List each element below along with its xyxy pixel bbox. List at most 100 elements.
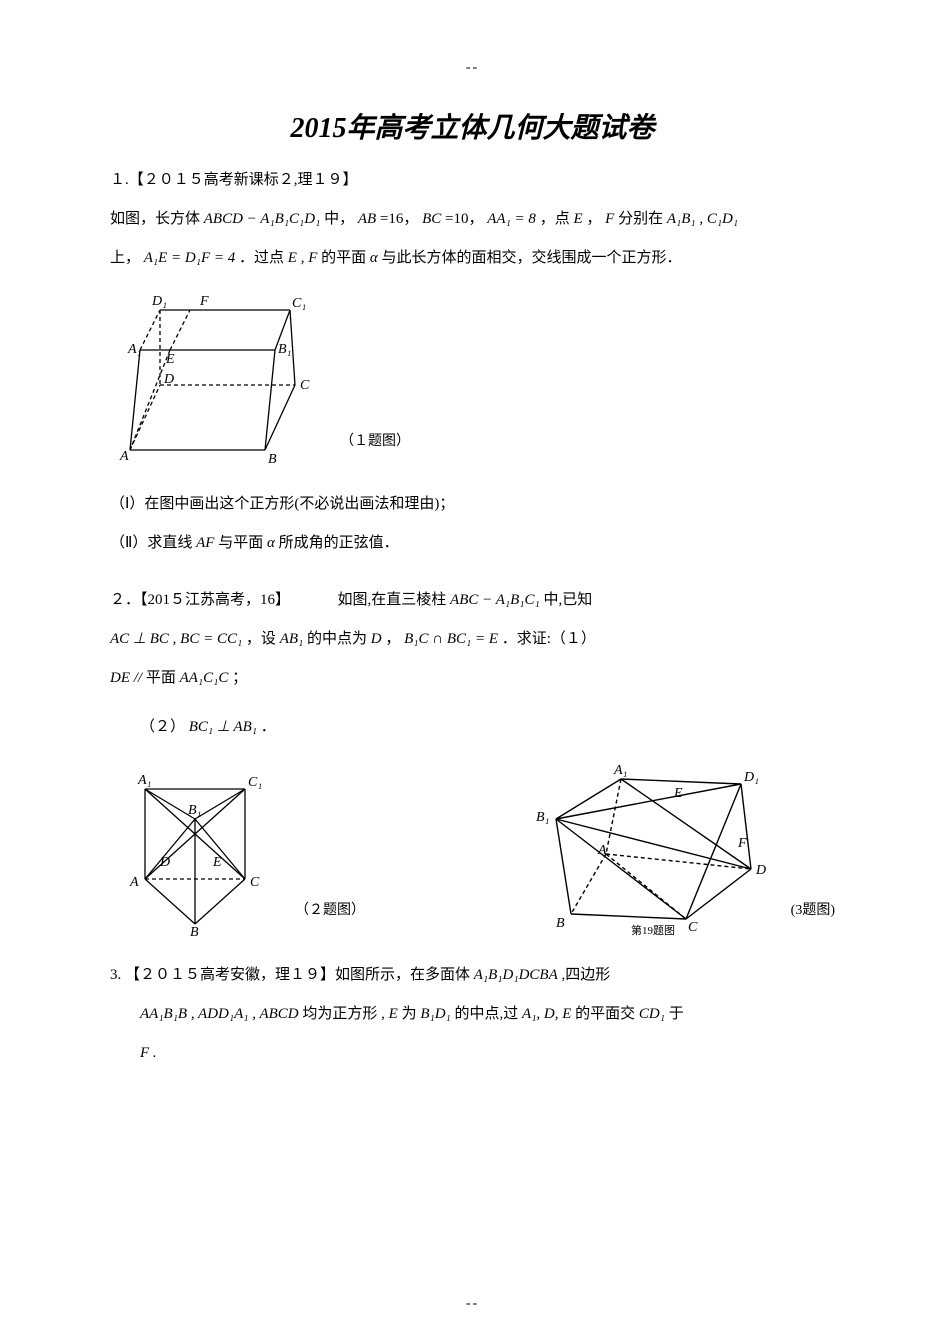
q2-tag-b: 如图,在直三棱柱 [338, 592, 451, 608]
svg-text:E: E [212, 855, 222, 870]
svg-text:B: B [190, 925, 199, 939]
q1-line1-c: =16， [380, 211, 418, 227]
math-d: D [371, 631, 382, 647]
q1-line1-a: 如图，长方体 [110, 211, 204, 227]
svg-text:C: C [688, 920, 698, 935]
math-a1b1c1d1: A₁B₁ , C₁D₁ [667, 211, 738, 227]
math-b1d1: B₁D₁ [420, 1006, 450, 1022]
math-alpha2: α [267, 535, 275, 551]
svg-text:E: E [165, 352, 175, 367]
svg-text:A₁: A₁ [137, 773, 151, 788]
page-title: 2015年高考立体几何大题试卷 [110, 106, 835, 146]
svg-text:C: C [300, 378, 310, 393]
svg-text:C₁: C₁ [292, 296, 306, 311]
q1-line2-a: 上， [110, 250, 140, 266]
math-bc1ab1: BC₁ ⊥ AB₁ [189, 719, 257, 735]
q1-line2-d: 与此长方体的面相交，交线围成一个正方形． [382, 250, 682, 266]
math-af: AF [196, 535, 214, 551]
q1-part2-c: 所成角的正弦值． [279, 535, 399, 551]
svg-text:C: C [250, 875, 260, 890]
svg-text:B: B [268, 452, 277, 467]
math-poly: A₁B₁D₁DCBA [474, 967, 558, 983]
svg-text:F: F [199, 294, 209, 309]
math-aa1c1c: AA₁C₁C [180, 670, 229, 686]
q3-line3-text: F . [140, 1045, 157, 1061]
q3-line2-c: 的中点,过 [455, 1006, 523, 1022]
math-ef: E , F [288, 250, 318, 266]
q2-line2-b: 的中点为 [307, 631, 371, 647]
svg-text:第19题图: 第19题图 [631, 923, 675, 937]
math-f: F [605, 211, 614, 227]
header-dashes: -- [110, 60, 835, 76]
q3-line2-e: 于 [669, 1006, 684, 1022]
svg-text:B₁: B₁ [188, 803, 201, 818]
q2-part2-a: （２） [140, 719, 185, 735]
svg-text:D: D [163, 372, 174, 387]
math-abcd: ABCD − A₁B₁C₁D₁ [204, 211, 321, 227]
math-e2: E [389, 1006, 398, 1022]
svg-text:D₁: D₁ [151, 294, 167, 309]
q2-line2: AC ⊥ BC , BC = CC₁ ，设 AB₁ 的中点为 D ， B₁C ∩… [110, 623, 835, 656]
q1-line1: 如图，长方体 ABCD − A₁B₁C₁D₁ 中， AB =16， BC =10… [110, 203, 835, 236]
math-depar: DE // [110, 670, 142, 686]
math-a1e: A₁E = D₁F = 4 [144, 250, 236, 266]
q1-part2: （Ⅱ）求直线 AF 与平面 α 所成角的正弦值． [110, 527, 835, 560]
q1-line1-f: 分别在 [618, 211, 667, 227]
q3-tag-b: ,四边形 [561, 967, 610, 983]
q2-line3-b: ； [232, 670, 247, 686]
svg-text:B: B [556, 916, 565, 931]
svg-text:D₁: D₁ [743, 770, 759, 785]
q2-line3: DE // 平面 AA₁C₁C ； [110, 662, 835, 695]
q1-part2-a: （Ⅱ）求直线 [110, 535, 196, 551]
svg-text:E: E [673, 786, 683, 801]
figure2-label: （２题图） [295, 899, 365, 939]
q1-line2-b: ．过点 [239, 250, 288, 266]
q3-tag: 3. 【２０１５高考安徽，理１９】如图所示，在多面体 A₁B₁D₁DCBA ,四… [110, 959, 835, 992]
figure3-block: A₁ D₁ E B₁ F A D B C 第19题图 (3题图) [526, 759, 835, 939]
svg-text:D: D [755, 863, 766, 878]
figure2-block: A₁ C₁ B₁ D E A C B （２题图） [110, 764, 365, 939]
svg-text:A: A [597, 843, 607, 858]
math-aa1: AA₁ = 8 [487, 211, 536, 227]
q1-tag: １.【２０１５高考新课标２,理１９】 [110, 164, 835, 197]
math-alpha: α [370, 250, 378, 266]
figure1-svg: D₁ F C₁ A₁ E B₁ D C A B [110, 285, 325, 470]
math-a1de: A₁, D, E [522, 1006, 571, 1022]
math-ab1: AB₁ [280, 631, 304, 647]
figure1-row: D₁ F C₁ A₁ E B₁ D C A B （１题图） [110, 285, 835, 470]
q1-line1-e: ，点 [540, 211, 574, 227]
math-b1c: B₁C ∩ BC₁ = E [404, 631, 498, 647]
figure1-label: （１题图） [340, 430, 410, 470]
q3-tag-a: 3. 【２０１５高考安徽，理１９】如图所示，在多面体 [110, 967, 474, 983]
svg-text:A₁: A₁ [613, 763, 627, 778]
svg-text:F: F [737, 836, 747, 851]
math-cd1: CD₁ [639, 1006, 665, 1022]
footer-dashes: -- [0, 1296, 945, 1312]
q1-line1-b: 中， [324, 211, 354, 227]
q2-tag-a: ２．【201５江苏高考，16】 [110, 592, 290, 608]
math-acbc: AC ⊥ BC , BC = CC₁ [110, 631, 242, 647]
math-abc: ABC − A₁B₁C₁ [450, 592, 540, 608]
math-e: E [573, 211, 582, 227]
svg-text:A: A [119, 449, 129, 464]
svg-text:B₁: B₁ [536, 810, 549, 825]
page: -- 2015年高考立体几何大题试卷 １.【２０１５高考新课标２,理１９】 如图… [0, 0, 945, 1337]
q1-line2: 上， A₁E = D₁F = 4 ．过点 E , F 的平面 α 与此长方体的面… [110, 242, 835, 275]
q2-tag: ２．【201５江苏高考，16】 如图,在直三棱柱 ABC − A₁B₁C₁ 中,… [110, 584, 835, 617]
q2-line2-a: ，设 [246, 631, 280, 647]
q2-tag-c: 中,已知 [543, 592, 592, 608]
figure3-label: (3题图) [791, 899, 835, 939]
svg-text:A: A [129, 875, 139, 890]
svg-text:D: D [159, 855, 170, 870]
q3-line2-d: 的平面交 [575, 1006, 639, 1022]
q1-line2-c: 的平面 [321, 250, 370, 266]
figures-2-3-row: A₁ C₁ B₁ D E A C B （２题图） [110, 759, 835, 939]
math-squares: AA₁B₁B , ADD₁A₁ , ABCD [140, 1006, 299, 1022]
q3-line2-b: 为 [402, 1006, 421, 1022]
q2-line2-c: ．求证:（１） [502, 631, 596, 647]
svg-text:C₁: C₁ [248, 775, 262, 790]
svg-text:B₁: B₁ [278, 342, 291, 357]
svg-text:A₁: A₁ [127, 342, 141, 357]
q3-line2-a: 均为正方形 , [302, 1006, 385, 1022]
q2-part2-b: ． [261, 719, 276, 735]
